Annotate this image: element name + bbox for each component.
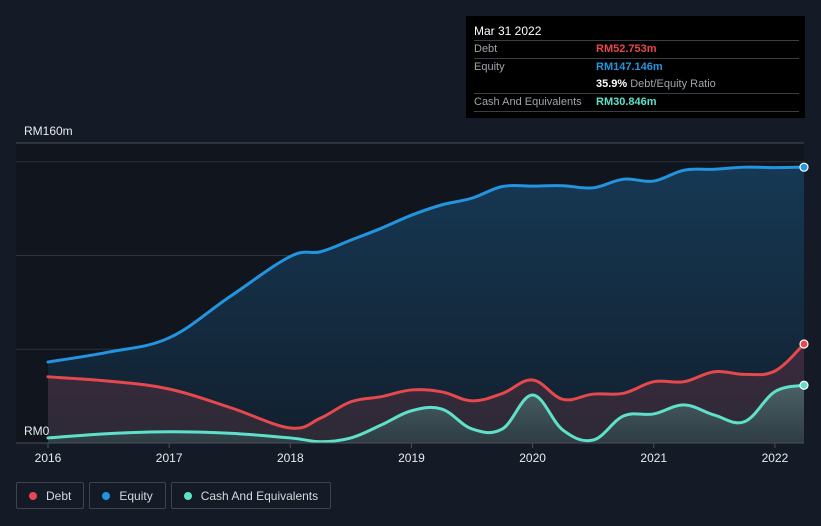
tooltip-row-cash: Cash And Equivalents RM30.846m: [474, 94, 799, 112]
tooltip-row-equity: Equity RM147.146m: [474, 59, 799, 76]
tooltip-panel: Mar 31 2022 Debt RM52.753m Equity RM147.…: [466, 16, 805, 118]
y-axis-bottom-label: RM0: [24, 424, 50, 438]
equity-line: [46, 165, 806, 364]
cash-and-equivalents-line: [46, 383, 806, 444]
debt-area: [48, 344, 804, 443]
cash-and-equivalents-endpoint: [799, 380, 809, 390]
equity-endpoint: [799, 162, 809, 172]
tooltip-row-ratio: 35.9% Debt/Equity Ratio: [474, 76, 799, 94]
tooltip-cash-value: RM30.846m: [596, 96, 657, 108]
legend-label-cash: Cash And Equivalents: [200, 488, 319, 503]
tooltip-ratio-label: Debt/Equity Ratio: [630, 78, 716, 90]
tooltip-equity-label: Equity: [474, 61, 505, 73]
cash-and-equivalents-area: [48, 385, 804, 443]
tooltip-date: Mar 31 2022: [474, 23, 799, 41]
legend-label-equity: Equity: [119, 488, 153, 503]
debt-line: [46, 342, 806, 430]
tooltip-debt-label: Debt: [474, 43, 498, 55]
y-axis-top-label: RM160m: [24, 124, 73, 138]
tooltip-ratio-value: 35.9%: [596, 78, 628, 90]
tooltip-equity-value: RM147.146m: [596, 61, 663, 73]
equity-dot-icon: [102, 491, 111, 500]
x-tick-label: 2017: [156, 451, 183, 465]
x-tick-label: 2021: [640, 451, 667, 465]
debt-endpoint: [799, 339, 809, 349]
legend-item-cash[interactable]: Cash And Equivalents: [170, 482, 332, 509]
legend-label-debt: Debt: [46, 488, 72, 503]
x-tick-label: 2022: [762, 451, 789, 465]
x-tick-label: 2016: [35, 451, 62, 465]
debt-dot-icon: [29, 491, 37, 500]
tooltip-debt-value: RM52.753m: [596, 43, 657, 55]
cash-dot-icon: [183, 491, 192, 500]
legend-item-debt[interactable]: Debt: [16, 482, 85, 509]
x-tick-label: 2019: [398, 451, 425, 465]
tooltip-cash-label: Cash And Equivalents: [474, 96, 582, 108]
x-tick-label: 2020: [519, 451, 546, 465]
legend-item-equity[interactable]: Equity: [89, 482, 166, 509]
equity-area: [48, 167, 804, 444]
x-tick-label: 2018: [277, 451, 304, 465]
chart-legend: Debt Equity Cash And Equivalents: [16, 482, 332, 509]
tooltip-row-debt: Debt RM52.753m: [474, 41, 799, 59]
